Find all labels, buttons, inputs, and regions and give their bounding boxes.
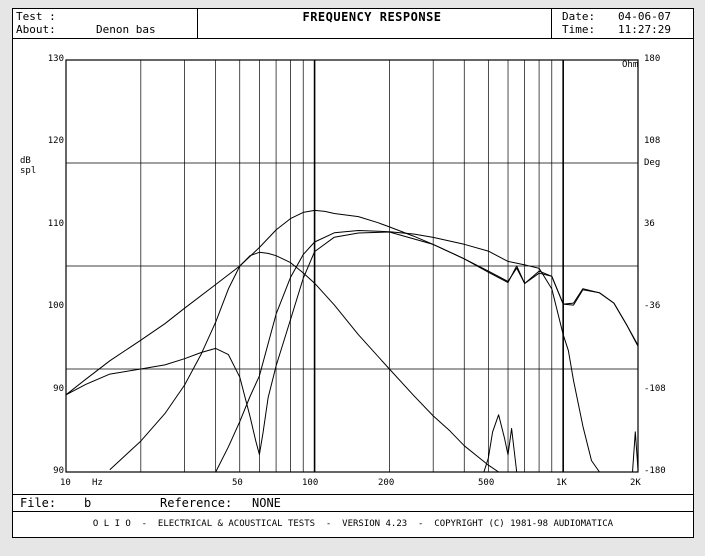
x-tick-label: 2K [630, 478, 641, 488]
phase-curve-2 [215, 230, 600, 473]
x-tick-label: 50 [232, 478, 243, 488]
test-label: Test : [16, 10, 56, 23]
y2-unit-deg: Deg [644, 158, 661, 168]
phase-curve-4 [632, 431, 639, 473]
about-value: Denon bas [96, 23, 156, 36]
y2-tick-label: -108 [644, 384, 666, 394]
file-label: File: [20, 496, 57, 510]
frequency-response-chart [65, 59, 639, 473]
date-value: 04-06-07 [618, 10, 671, 23]
y2-tick-label: 36 [644, 219, 655, 229]
date-label: Date: [562, 10, 596, 23]
y-tick-label: 110 [47, 219, 64, 229]
y2-tick-label: 108 [644, 136, 661, 146]
file-value: b [84, 496, 92, 510]
response-curve-2 [65, 231, 639, 455]
y2-tick-label: 180 [644, 54, 661, 64]
time-value: 11:27:29 [618, 23, 671, 36]
x-tick-label: 10 [60, 478, 71, 488]
phase-curve-1 [109, 251, 499, 473]
y-tick-label: 120 [47, 136, 64, 146]
reference-label: Reference: [160, 496, 233, 510]
y2-tick-label: -36 [644, 301, 661, 311]
y-unit-spl: spl [20, 166, 37, 176]
x-tick-label: 100 [302, 478, 319, 488]
chart-curves [65, 209, 639, 473]
x-tick-label: 500 [478, 478, 495, 488]
chart-title: FREQUENCY RESPONSE [302, 10, 442, 24]
y-tick-label: 130 [47, 54, 64, 64]
y2-tick-label: -180 [644, 466, 666, 476]
y-tick-label: 90 [53, 384, 64, 394]
time-label: Time: [562, 23, 596, 36]
report-sheet: Test : About: Denon bas FREQUENCY RESPON… [12, 8, 694, 538]
chart-grid [65, 59, 639, 473]
y-unit-db: dB [20, 156, 31, 166]
x-tick-label: 1K [556, 478, 567, 488]
y2-unit-ohm: Ohm [622, 60, 639, 70]
x-tick-label: 200 [378, 478, 395, 488]
x-unit-hz: Hz [92, 478, 103, 488]
about-label: About: [16, 23, 56, 36]
y-tick-label: 100 [47, 301, 64, 311]
copyright-text: O L I O - ELECTRICAL & ACOUSTICAL TESTS … [92, 519, 614, 529]
file-reference-box [12, 494, 694, 512]
y-tick-label: 90 [53, 466, 64, 476]
response-curve-1 [65, 209, 639, 396]
reference-value: NONE [252, 496, 281, 510]
phase-curve-3 [483, 414, 518, 473]
copyright-box [12, 511, 694, 538]
